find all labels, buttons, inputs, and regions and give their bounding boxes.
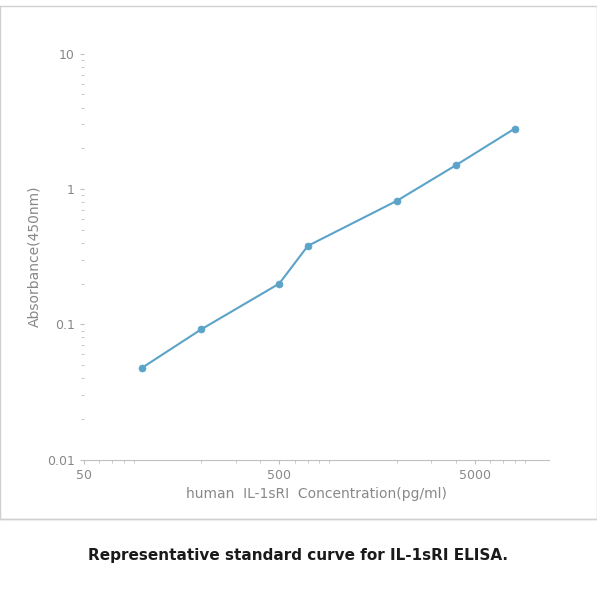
Y-axis label: Absorbance(450nm): Absorbance(450nm) — [27, 186, 41, 328]
Text: Representative standard curve for IL-1sRI ELISA.: Representative standard curve for IL-1sR… — [88, 547, 509, 563]
X-axis label: human  IL-1sRI  Concentration(pg/ml): human IL-1sRI Concentration(pg/ml) — [186, 487, 447, 501]
